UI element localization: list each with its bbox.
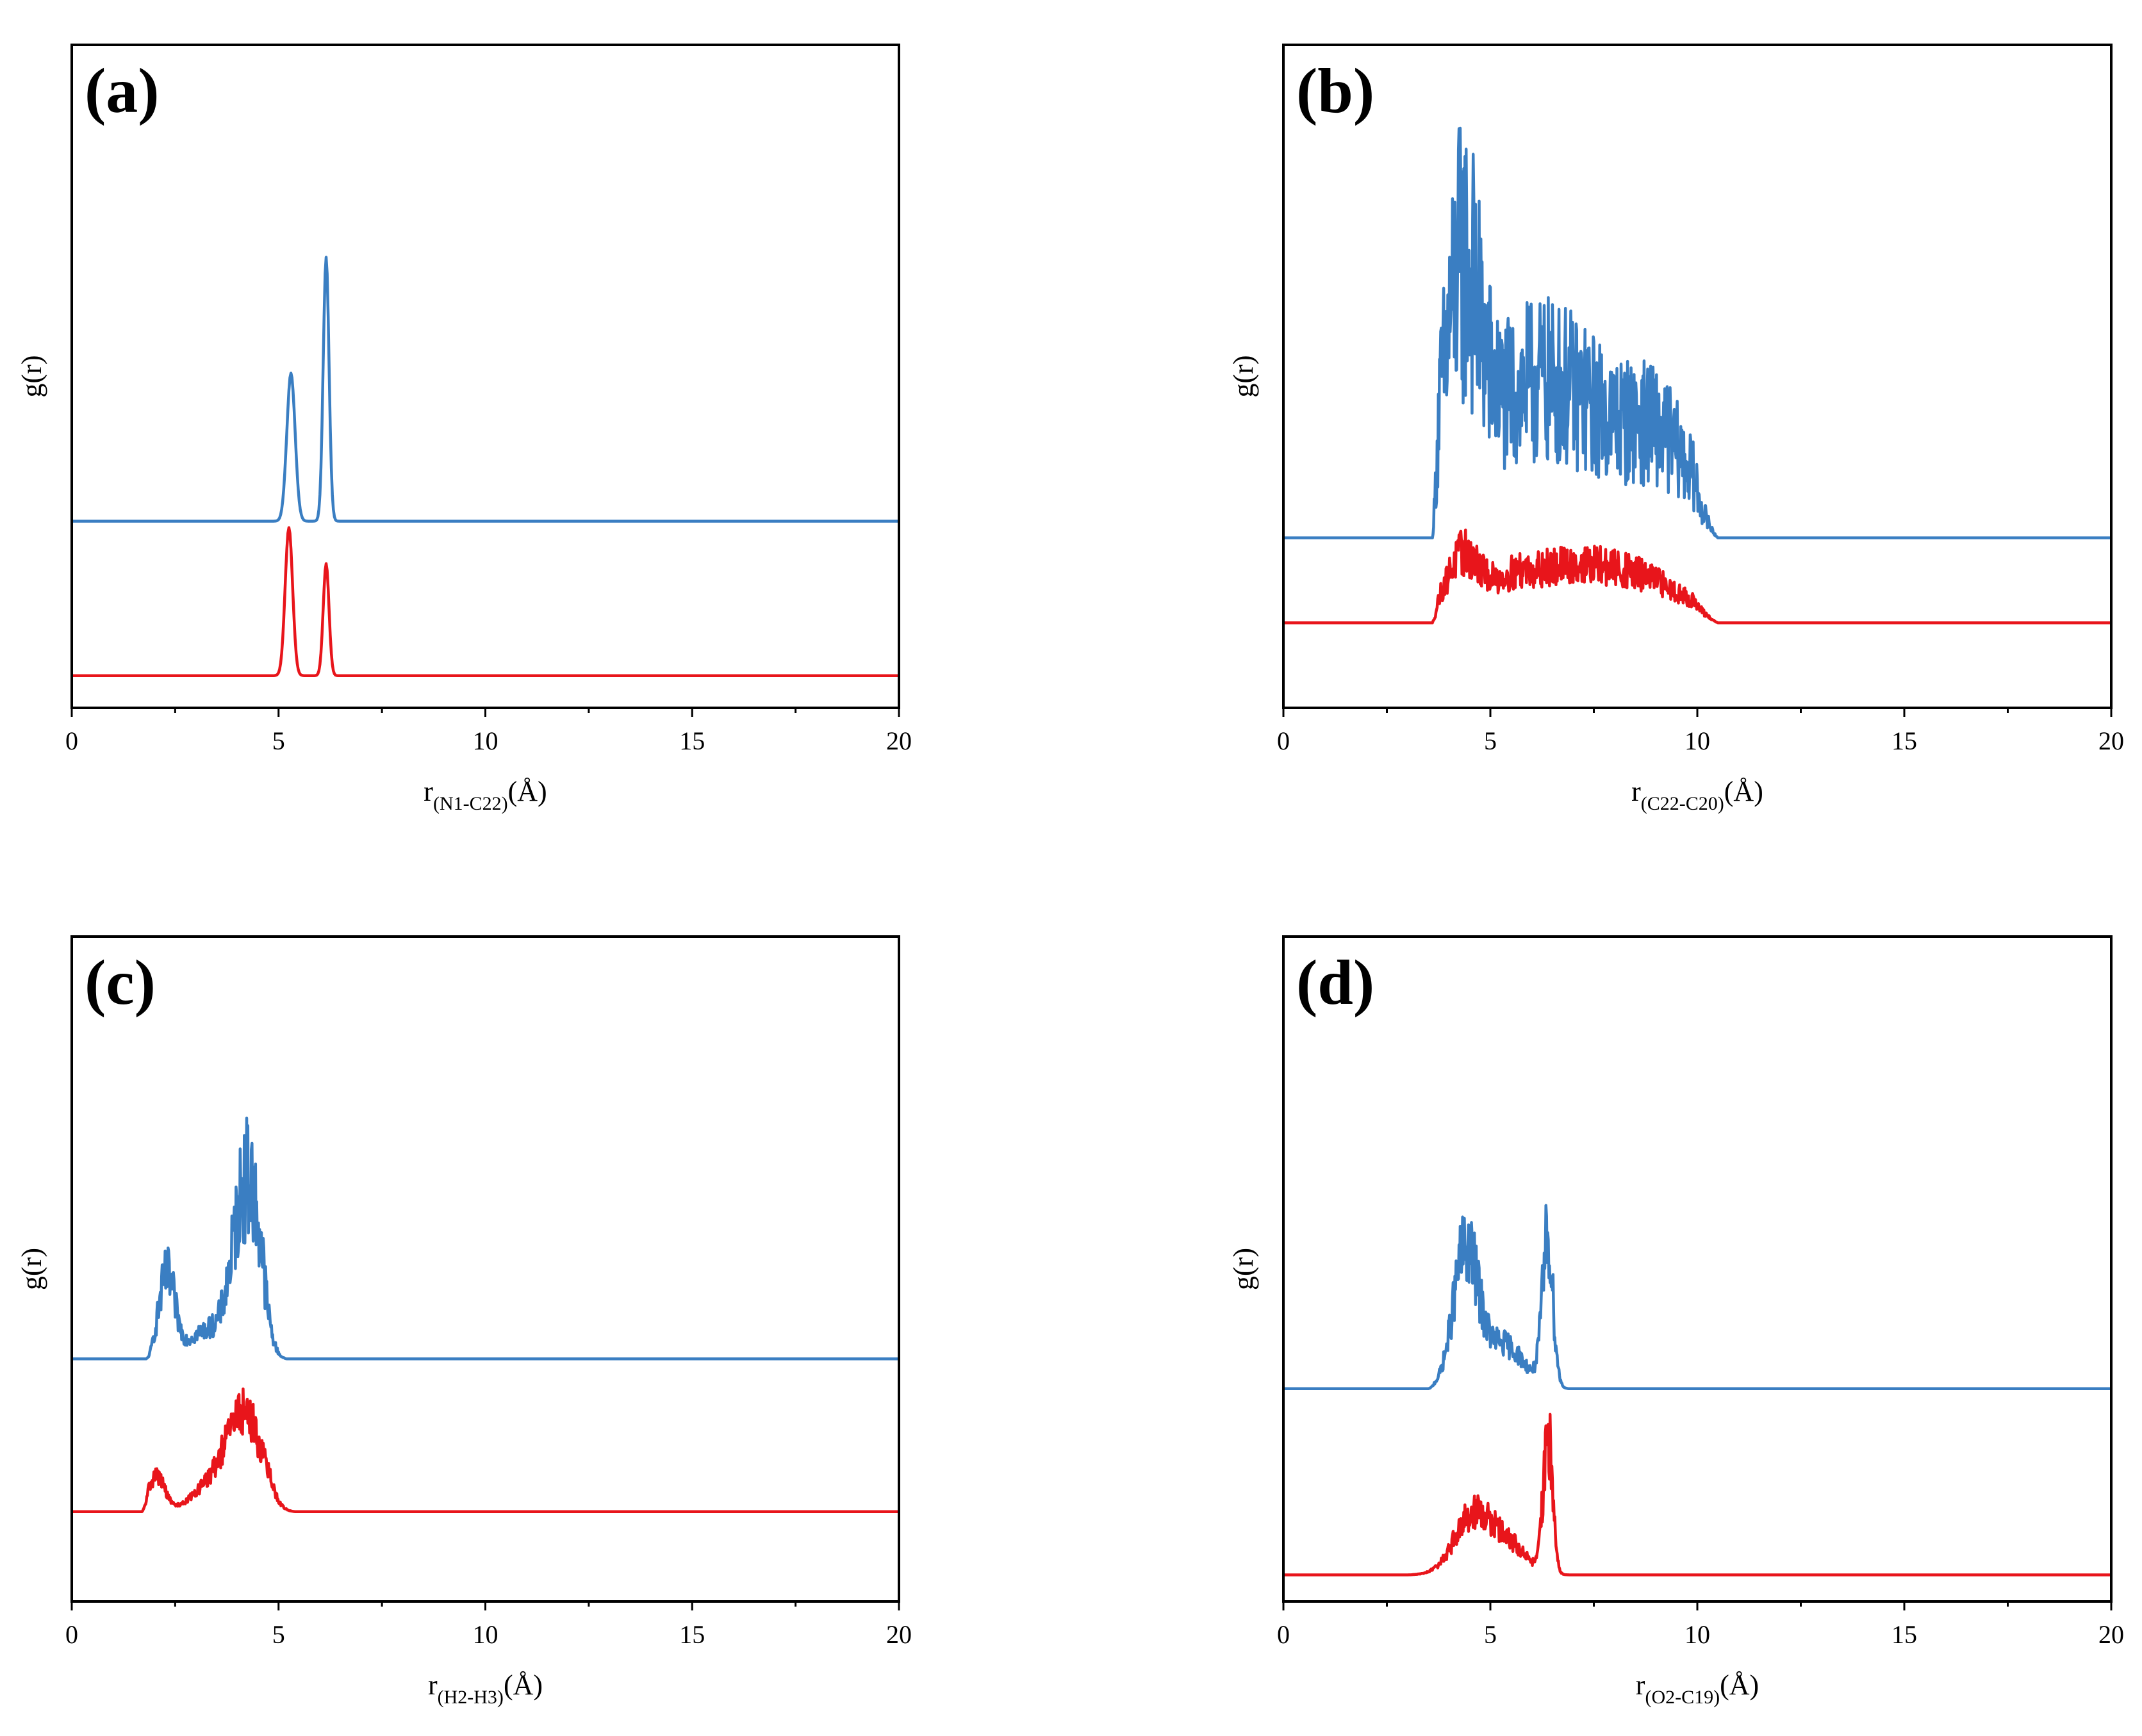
series-line-red [1282, 1413, 2113, 1576]
x-tick-label: 15 [1891, 726, 1917, 755]
plot-frame [70, 935, 900, 1603]
x-tick-label: 0 [1277, 726, 1290, 755]
x-tick-label: 10 [473, 1620, 498, 1649]
x-axis-label: r(H2-H3)(Å) [428, 1669, 543, 1708]
panel-label: (b) [1296, 55, 1374, 126]
series-line-red [71, 526, 900, 678]
y-axis-label: g(r) [16, 356, 47, 398]
y-axis-label: g(r) [16, 1248, 47, 1290]
series-line-blue [1282, 126, 2113, 539]
x-tick-label: 5 [1484, 726, 1497, 755]
x-tick-label: 5 [272, 726, 285, 755]
panel-label: (c) [85, 947, 156, 1018]
x-tick-label: 10 [473, 726, 498, 755]
y-axis-label: g(r) [1228, 1248, 1259, 1290]
series-line-red [1282, 528, 2113, 625]
chart-panel-b: 0 5 10 15 20 (b) g(r) r(C22-C20)(Å) [1228, 44, 2124, 814]
x-tick-label: 10 [1685, 726, 1710, 755]
x-tick-label: 15 [679, 726, 705, 755]
series-line-blue [71, 256, 900, 523]
x-tick-label: 5 [1484, 1620, 1497, 1649]
x-axis-label: r(N1-C22)(Å) [424, 776, 547, 814]
x-tick-label: 20 [2098, 726, 2124, 755]
x-tick-label: 15 [679, 1620, 705, 1649]
x-axis-label: r(C22-C20)(Å) [1631, 776, 1763, 814]
x-tick-label: 15 [1891, 1620, 1917, 1649]
chart-panel-a: 0 5 10 15 20 (a) g(r) r(N1-C22)(Å) [16, 44, 912, 814]
chart-panel-d: 0 5 10 15 20 (d) g(r) r(O2-C19)(Å) [1228, 935, 2124, 1708]
panel-label: (d) [1296, 947, 1374, 1018]
x-tick-label: 20 [886, 1620, 912, 1649]
series-line-red [70, 1387, 900, 1513]
x-tick-label: 20 [2098, 1620, 2124, 1649]
plot-frame [70, 44, 900, 709]
plot-frame [1282, 935, 2113, 1603]
chart-panel-c: 0 5 10 15 20 (c) g(r) r(H2-H3)(Å) [16, 935, 912, 1708]
x-axis-label: r(O2-C19)(Å) [1636, 1669, 1759, 1708]
x-tick-label: 0 [1277, 1620, 1290, 1649]
x-tick-label: 5 [272, 1620, 285, 1649]
x-tick-label: 10 [1685, 1620, 1710, 1649]
x-tick-label: 0 [65, 1620, 78, 1649]
y-axis-label: g(r) [1228, 356, 1259, 398]
series-line-blue [1282, 1204, 2113, 1391]
x-tick-label: 0 [65, 726, 78, 755]
panel-label: (a) [85, 55, 160, 126]
series-line-blue [70, 1117, 900, 1361]
x-tick-label: 20 [886, 726, 912, 755]
